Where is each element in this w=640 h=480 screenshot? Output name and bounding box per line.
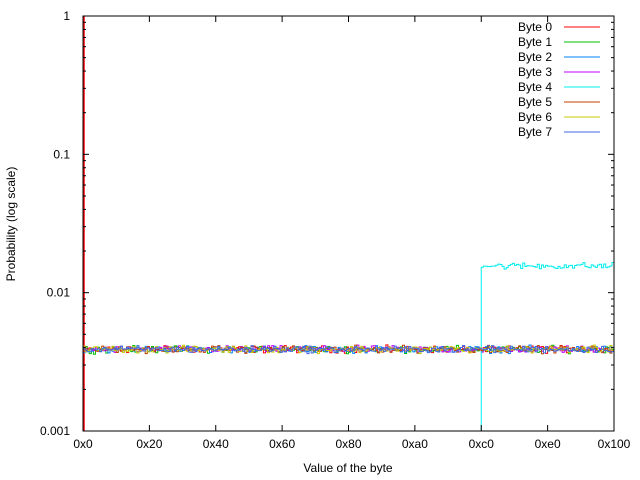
legend-label: Byte 0 [518,20,552,34]
x-tick-label: 0x40 [203,437,229,451]
x-tick-label: 0xe0 [535,437,561,451]
legend-label: Byte 7 [518,125,552,139]
legend-label: Byte 4 [518,80,552,94]
legend-label: Byte 5 [518,95,552,109]
y-tick-label: 0.001 [40,424,70,438]
legend-label: Byte 6 [518,110,552,124]
series-layer [83,16,614,431]
series-line-byte-4 [480,261,614,431]
ticks-layer: 0x0 0x20 0x40 0x60 0x80 0xa0 0xc0 0xe0 0x100 0.00… [40,9,631,451]
x-tick-label: 0x100 [598,437,631,451]
legend-label: Byte 3 [518,65,552,79]
y-tick-label: 1 [63,9,70,23]
x-tick-label: 0x0 [73,437,93,451]
x-tick-label: 0xc0 [469,437,495,451]
x-tick-label: 0xa0 [402,437,428,451]
series-line-byte-7 [83,345,614,355]
y-tick-label: 0.01 [47,286,71,300]
x-tick-label: 0x80 [335,437,361,451]
legend-label: Byte 2 [518,50,552,64]
y-tick-label: 0.1 [53,147,70,161]
x-axis-label: Value of the byte [303,461,393,475]
x-tick-label: 0x60 [269,437,295,451]
x-tick-label: 0x20 [136,437,162,451]
y-axis-label: Probability (log scale) [4,167,18,282]
legend-label: Byte 1 [518,35,552,49]
